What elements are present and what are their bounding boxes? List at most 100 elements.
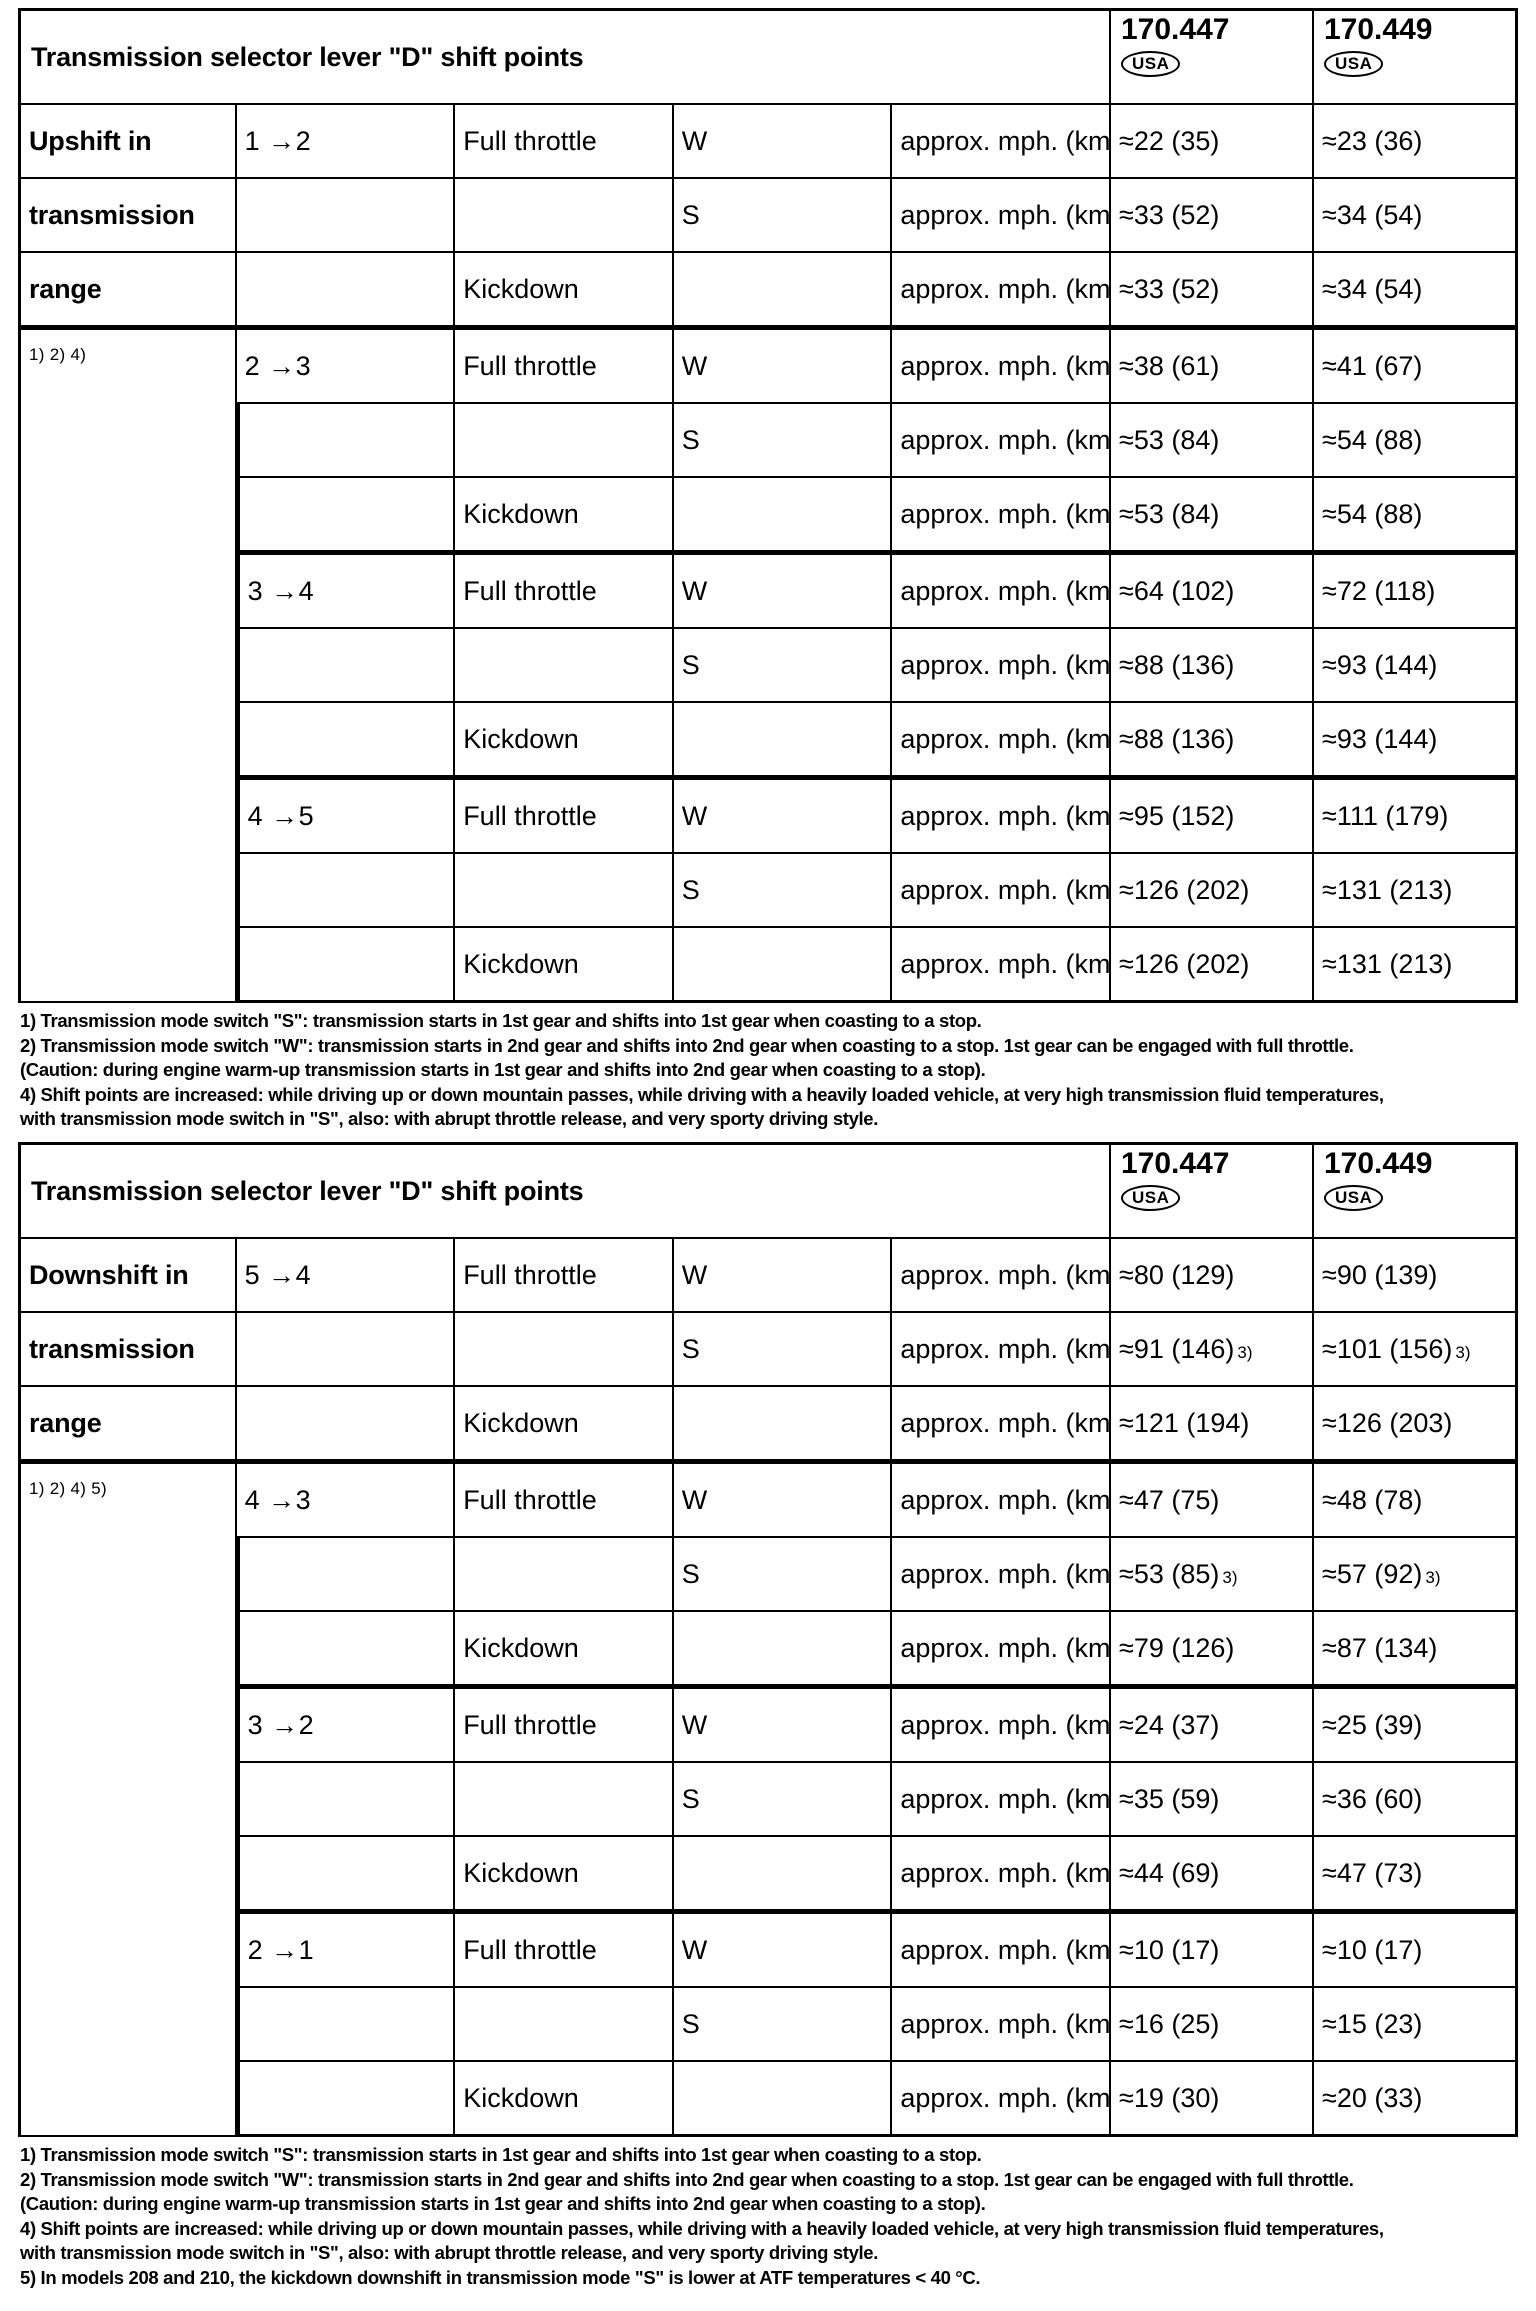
value-cell-model-2: ≈131 (213) xyxy=(1314,928,1518,1003)
switch-mode-cell: W xyxy=(673,552,893,629)
throttle-mode-cell xyxy=(455,1987,674,2062)
value-cell-model-2: ≈54 (88) xyxy=(1314,478,1518,552)
throttle-mode-cell: Full throttle xyxy=(455,777,674,854)
switch-mode-cell xyxy=(673,1611,893,1686)
switch-mode-cell: S xyxy=(673,179,893,253)
value-cell-model-2: ≈15 (23) xyxy=(1314,1987,1518,2062)
footnote-line: 5) In models 208 and 210, the kickdown d… xyxy=(20,2266,981,2288)
gear-change-cell: 2 →1 xyxy=(236,1910,456,1988)
unit-cell: approx. mph. (km/h) xyxy=(892,1987,1111,2062)
value-cell-model-2: ≈87 (134) xyxy=(1314,1611,1518,1686)
value-cell-model-1: ≈80 (129) xyxy=(1111,1238,1314,1313)
switch-mode-cell: S xyxy=(673,1762,893,1837)
market-badge-usa: USA xyxy=(1121,1184,1181,1212)
switch-mode-cell xyxy=(673,1836,893,1911)
value-cell-model-2: ≈57 (92) 3) xyxy=(1314,1537,1518,1612)
value-cell-model-2: ≈34 (54) xyxy=(1314,253,1518,327)
market-badge-usa: USA xyxy=(1324,1184,1384,1212)
value-cell-model-1: ≈10 (17) xyxy=(1111,1910,1314,1988)
table-title: Transmission selector lever "D" shift po… xyxy=(18,8,1111,105)
switch-mode-cell xyxy=(673,253,893,327)
switch-mode-cell: W xyxy=(673,1460,893,1538)
unit-cell: approx. mph. (km/h) xyxy=(892,552,1111,629)
value-cell-model-1: ≈91 (146) 3) xyxy=(1111,1312,1314,1387)
unit-cell: approx. mph. (km/h) xyxy=(892,629,1111,703)
value-cell-model-2: ≈41 (67) xyxy=(1314,327,1518,404)
value-cell-model-1: ≈19 (30) xyxy=(1111,2061,1314,2137)
throttle-mode-cell: Kickdown xyxy=(455,703,674,777)
gear-change-cell: 4 →3 xyxy=(236,1460,456,1538)
throttle-mode-cell xyxy=(455,854,674,928)
footnote-line: 4) Shift points are increased: while dri… xyxy=(20,1083,1384,1105)
row-group-label-line-3: range xyxy=(18,253,237,327)
footnote-line: 2) Transmission mode switch "W": transmi… xyxy=(20,2168,1354,2190)
throttle-mode-cell xyxy=(455,1537,674,1612)
gear-change-cell xyxy=(236,1611,456,1686)
value-cell-model-2: ≈90 (139) xyxy=(1314,1238,1518,1313)
gear-change-cell: 3 →4 xyxy=(236,552,456,629)
value-cell-model-1: ≈33 (52) xyxy=(1111,179,1314,253)
row-group-label-line-1: Upshift in xyxy=(18,105,237,179)
value-cell-model-2: ≈72 (118) xyxy=(1314,552,1518,629)
row-group-label-line-2: transmission xyxy=(18,1312,237,1387)
throttle-mode-cell: Full throttle xyxy=(455,1460,674,1538)
throttle-mode-cell: Kickdown xyxy=(455,2061,674,2137)
value-cell-model-1: ≈53 (85) 3) xyxy=(1111,1537,1314,1612)
value-cell-model-1: ≈126 (202) xyxy=(1111,854,1314,928)
table-header-row: Transmission selector lever "D" shift po… xyxy=(18,1141,1518,1239)
gear-change-cell xyxy=(236,179,456,253)
gear-change-cell xyxy=(236,253,456,327)
gear-change-cell xyxy=(236,1836,456,1911)
model-column-header-1: 170.447 USA xyxy=(1111,8,1314,105)
unit-cell: approx. mph. (km/h) xyxy=(892,404,1111,478)
value-cell-model-1: ≈53 (84) xyxy=(1111,404,1314,478)
switch-mode-cell: S xyxy=(673,404,893,478)
unit-cell: approx. mph. (km/h) xyxy=(892,1537,1111,1612)
switch-mode-cell xyxy=(673,928,893,1003)
unit-cell: approx. mph. (km/h) xyxy=(892,2061,1111,2137)
unit-cell: approx. mph. (km/h) xyxy=(892,1312,1111,1387)
gear-change-cell: 5 →4 xyxy=(236,1238,456,1313)
footnote-line: with transmission mode switch in "S", al… xyxy=(20,1108,879,1130)
unit-cell: approx. mph. (km/h) xyxy=(892,1762,1111,1837)
throttle-mode-cell xyxy=(455,629,674,703)
table-row: Kickdown approx. mph. (km/h)≈88 (136)≈93 … xyxy=(18,703,1518,777)
value-cell-model-1: ≈47 (75) xyxy=(1111,1460,1314,1538)
gear-change-cell: 1 →2 xyxy=(236,105,456,179)
tables-root: Transmission selector lever "D" shift po… xyxy=(18,8,1522,2291)
throttle-mode-cell: Full throttle xyxy=(455,1910,674,1988)
gear-change-cell: 2 →3 xyxy=(236,327,456,404)
switch-mode-cell: W xyxy=(673,777,893,854)
throttle-mode-cell: Full throttle xyxy=(455,327,674,404)
value-cell-model-1: ≈88 (136) xyxy=(1111,629,1314,703)
switch-mode-cell: W xyxy=(673,1910,893,1988)
switch-mode-cell xyxy=(673,1386,893,1461)
footnote-ref: 3) xyxy=(1455,1342,1471,1362)
footnote-ref: 3) xyxy=(1237,1342,1253,1362)
value-cell-model-1: ≈95 (152) xyxy=(1111,777,1314,854)
unit-cell: approx. mph. (km/h) xyxy=(892,253,1111,327)
table-title: Transmission selector lever "D" shift po… xyxy=(18,1141,1111,1239)
model-number: 170.449 xyxy=(1324,1146,1433,1180)
footnote-line: (Caution: during engine warm-up transmis… xyxy=(20,1059,986,1081)
table-row: Kickdown approx. mph. (km/h)≈53 (84)≈54 (… xyxy=(18,478,1518,552)
table-row: Kickdown approx. mph. (km/h)≈19 (30)≈20 (… xyxy=(18,2061,1518,2137)
table-row: Kickdown approx. mph. (km/h)≈79 (126)≈87 … xyxy=(18,1611,1518,1686)
value-cell-model-1: ≈53 (84) xyxy=(1111,478,1314,552)
table-header-row: Transmission selector lever "D" shift po… xyxy=(18,8,1518,105)
row-group-footnote-markers: 1) 2) 4) xyxy=(18,327,237,1003)
value-cell-model-2: ≈93 (144) xyxy=(1314,629,1518,703)
unit-cell: approx. mph. (km/h) xyxy=(892,1611,1111,1686)
footnote-line: 2) Transmission mode switch "W": transmi… xyxy=(20,1034,1354,1056)
